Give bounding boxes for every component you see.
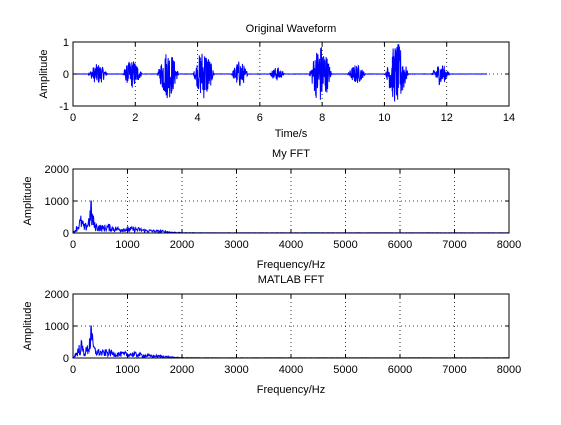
x-tick-label: 7000	[442, 364, 466, 376]
axis-ticks: 0 1000 2000 3000 4000 5000 6000 7000 8000 0 1000 20…	[45, 289, 522, 376]
x-tick-label: 3000	[224, 364, 248, 376]
axis-ticks: 0 1000 2000 3000 4000 5000 6000 7000 8000 0 1000 20…	[45, 164, 522, 251]
subplot-my-fft: 0 1000 2000 3000 4000 5000 6000 7000 8000 0 1000 20…	[22, 148, 521, 271]
y-tick-label: 2000	[45, 289, 69, 301]
x-tick-label: 14	[503, 112, 515, 124]
x-tick-label: 8000	[497, 239, 521, 251]
y-tick-label: 0	[63, 353, 69, 365]
subplot-matlab-fft: 0 1000 2000 3000 4000 5000 6000 7000 8000 0 1000 20…	[22, 274, 521, 396]
x-tick-label: 4000	[279, 239, 303, 251]
x-tick-label: 6	[257, 112, 263, 124]
x-tick-label: 6000	[388, 364, 412, 376]
x-axis-label: Frequency/Hz	[257, 259, 325, 271]
x-axis-label: Frequency/Hz	[257, 384, 325, 396]
grid-lines	[73, 169, 509, 233]
subplot-original-waveform: 0 2 4 6 8 10 12 14-101 Original Waveform Time/s…	[38, 23, 515, 140]
x-tick-label: 12	[441, 112, 453, 124]
x-tick-label: 0	[70, 112, 76, 124]
y-tick-label: 0	[63, 69, 69, 81]
y-tick-label: 0	[63, 228, 69, 240]
y-tick-label: 2000	[45, 164, 69, 176]
x-tick-label: 5000	[333, 239, 357, 251]
x-tick-label: 0	[70, 364, 76, 376]
x-axis-label: Time/s	[275, 128, 308, 140]
x-tick-label: 0	[70, 239, 76, 251]
chart-title: My FFT	[272, 148, 310, 160]
chart-title: MATLAB FFT	[258, 274, 325, 286]
x-tick-label: 2000	[170, 364, 194, 376]
x-tick-label: 2000	[170, 239, 194, 251]
y-axis-label: Amplitude	[38, 50, 50, 99]
chart-title: Original Waveform	[246, 23, 337, 35]
y-tick-label: 1	[63, 37, 69, 49]
x-tick-label: 4	[195, 112, 201, 124]
y-tick-label: -1	[59, 101, 69, 113]
y-axis-label: Amplitude	[22, 302, 34, 351]
x-tick-label: 5000	[333, 364, 357, 376]
x-tick-label: 8000	[497, 364, 521, 376]
x-tick-label: 6000	[388, 239, 412, 251]
x-tick-label: 1000	[115, 239, 139, 251]
x-tick-label: 3000	[224, 239, 248, 251]
x-tick-label: 2	[132, 112, 138, 124]
y-tick-label: 1000	[45, 321, 69, 333]
grid-lines	[73, 294, 509, 358]
x-tick-label: 1000	[115, 364, 139, 376]
y-tick-label: 1000	[45, 196, 69, 208]
x-tick-label: 8	[319, 112, 325, 124]
x-tick-label: 4000	[279, 364, 303, 376]
axis-ticks: 0 2 4 6 8 10 12 14-101	[59, 37, 515, 124]
series-waveform	[72, 44, 488, 102]
x-tick-label: 10	[378, 112, 390, 124]
x-tick-label: 7000	[442, 239, 466, 251]
waveform-line	[72, 44, 488, 102]
y-axis-label: Amplitude	[22, 177, 34, 226]
